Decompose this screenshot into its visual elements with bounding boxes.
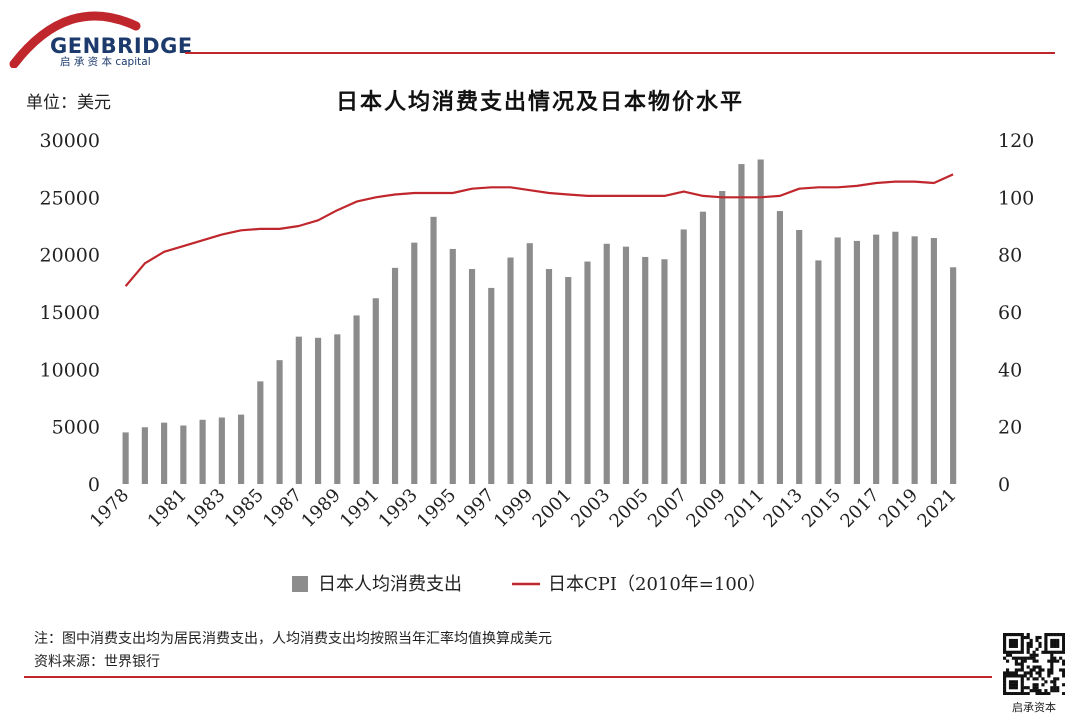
header-divider <box>185 52 1055 54</box>
bar-1979 <box>141 427 148 484</box>
line-layer <box>124 173 954 287</box>
bar-1984 <box>238 414 245 484</box>
bar-2017 <box>873 234 880 484</box>
bar-1987 <box>295 336 302 484</box>
y-left-tick-label: 0 <box>88 474 100 496</box>
bar-1991 <box>372 298 379 484</box>
bar-1980 <box>161 422 168 484</box>
bar-2020 <box>930 238 937 484</box>
y-left-tick-label: 10000 <box>40 359 100 381</box>
brand-subtitle: 启 承 资 本 capital <box>60 56 151 68</box>
bar-1986 <box>276 360 283 484</box>
source-note: 资料来源：世界银行 <box>34 654 160 670</box>
bar-2016 <box>853 240 860 484</box>
y-right-tick-label: 40 <box>998 359 1022 381</box>
genbridge-logo <box>9 11 141 68</box>
y-right-tick-label: 60 <box>998 302 1022 324</box>
bar-1993 <box>411 242 418 484</box>
x-tick-label: 2019 <box>875 485 922 532</box>
bar-2019 <box>911 236 918 484</box>
x-tick-label: 2001 <box>529 485 576 532</box>
bar-1999 <box>526 243 533 484</box>
bar-2021 <box>950 267 957 484</box>
bar-1997 <box>488 287 495 484</box>
y-right-tick-label: 100 <box>998 187 1034 209</box>
cpi-line <box>124 173 954 287</box>
x-tick-label: 2017 <box>836 485 883 532</box>
x-tick-label: 2021 <box>913 485 960 532</box>
chart-title: 日本人均消费支出情况及日本物价水平 <box>335 89 744 115</box>
x-tick-label: 1983 <box>182 485 229 532</box>
x-tick-label: 1981 <box>144 485 191 532</box>
bar-2006 <box>661 259 668 484</box>
bar-1985 <box>257 381 264 484</box>
bars-layer <box>122 159 957 485</box>
unit-label: 单位：美元 <box>26 93 111 113</box>
x-tick-label: 2005 <box>606 485 653 532</box>
bar-2010 <box>738 164 745 484</box>
y-left-tick-label: 25000 <box>40 187 100 209</box>
x-tick-label: 2003 <box>567 485 614 532</box>
y-left-tick-label: 30000 <box>40 130 100 152</box>
bar-1998 <box>507 257 514 484</box>
qr-code-icon <box>1003 633 1065 695</box>
x-tick-label: 1985 <box>221 485 268 532</box>
bar-2005 <box>642 256 649 484</box>
bar-2008 <box>699 211 707 484</box>
bar-2011 <box>757 159 764 484</box>
footnote: 注：图中消费支出均为居民消费支出，人均消费支出均按照当年汇率均值换算成美元 <box>34 631 552 647</box>
bar-2014 <box>815 260 822 484</box>
bar-2013 <box>796 230 803 484</box>
bar-1983 <box>218 417 225 484</box>
y-left-tick-label: 5000 <box>52 417 100 439</box>
bar-2003 <box>603 243 610 484</box>
bar-2015 <box>834 237 841 484</box>
bar-2000 <box>545 269 553 484</box>
bar-1995 <box>449 248 456 484</box>
x-tick-label: 1991 <box>336 485 383 532</box>
x-tick-label: 2011 <box>721 485 768 532</box>
bar-1990 <box>353 315 360 484</box>
bar-2012 <box>776 211 784 485</box>
x-tick-label: 1987 <box>259 485 306 532</box>
bar-1992 <box>391 267 399 484</box>
legend-bar-swatch <box>292 576 308 592</box>
bar-1996 <box>468 269 476 484</box>
legend-bar-label: 日本人均消费支出 <box>318 574 462 595</box>
bar-1982 <box>199 419 206 484</box>
x-tick-label: 2013 <box>759 485 806 532</box>
y-right-tick-label: 120 <box>998 130 1034 152</box>
x-tick-label: 2009 <box>682 485 729 532</box>
x-tick-label: 1989 <box>298 485 345 532</box>
bar-2002 <box>584 261 591 484</box>
bar-1989 <box>334 334 341 484</box>
bar-1981 <box>180 425 187 484</box>
bar-2009 <box>719 191 726 484</box>
bar-2018 <box>892 231 899 484</box>
qr-caption: 启承资本 <box>1012 701 1056 714</box>
y-left-tick-label: 20000 <box>40 245 100 267</box>
x-tick-label: 1999 <box>490 485 537 532</box>
bar-1988 <box>314 337 322 484</box>
y-right-tick-label: 0 <box>998 474 1010 496</box>
footer-divider <box>24 676 992 678</box>
x-tick-label: 1995 <box>413 485 460 532</box>
brand-name: GENBRIDGE <box>50 34 193 58</box>
y-right-tick-label: 20 <box>998 417 1022 439</box>
y-left-tick-label: 15000 <box>40 302 100 324</box>
x-tick-label: 2007 <box>644 485 691 532</box>
x-tick-label: 1997 <box>452 485 499 532</box>
bar-2004 <box>622 246 630 484</box>
x-tick-label: 2015 <box>798 485 845 532</box>
legend-line-label: 日本CPI（2010年=100） <box>548 574 766 595</box>
bar-1994 <box>430 216 437 484</box>
bar-2007 <box>680 229 687 484</box>
bar-2001 <box>565 277 572 484</box>
bar-1978 <box>122 432 129 484</box>
y-right-tick-label: 80 <box>998 245 1022 267</box>
legend: 日本人均消费支出 日本CPI（2010年=100） <box>292 574 766 595</box>
x-tick-label: 1993 <box>375 485 422 532</box>
logo-arc-icon <box>9 11 141 68</box>
